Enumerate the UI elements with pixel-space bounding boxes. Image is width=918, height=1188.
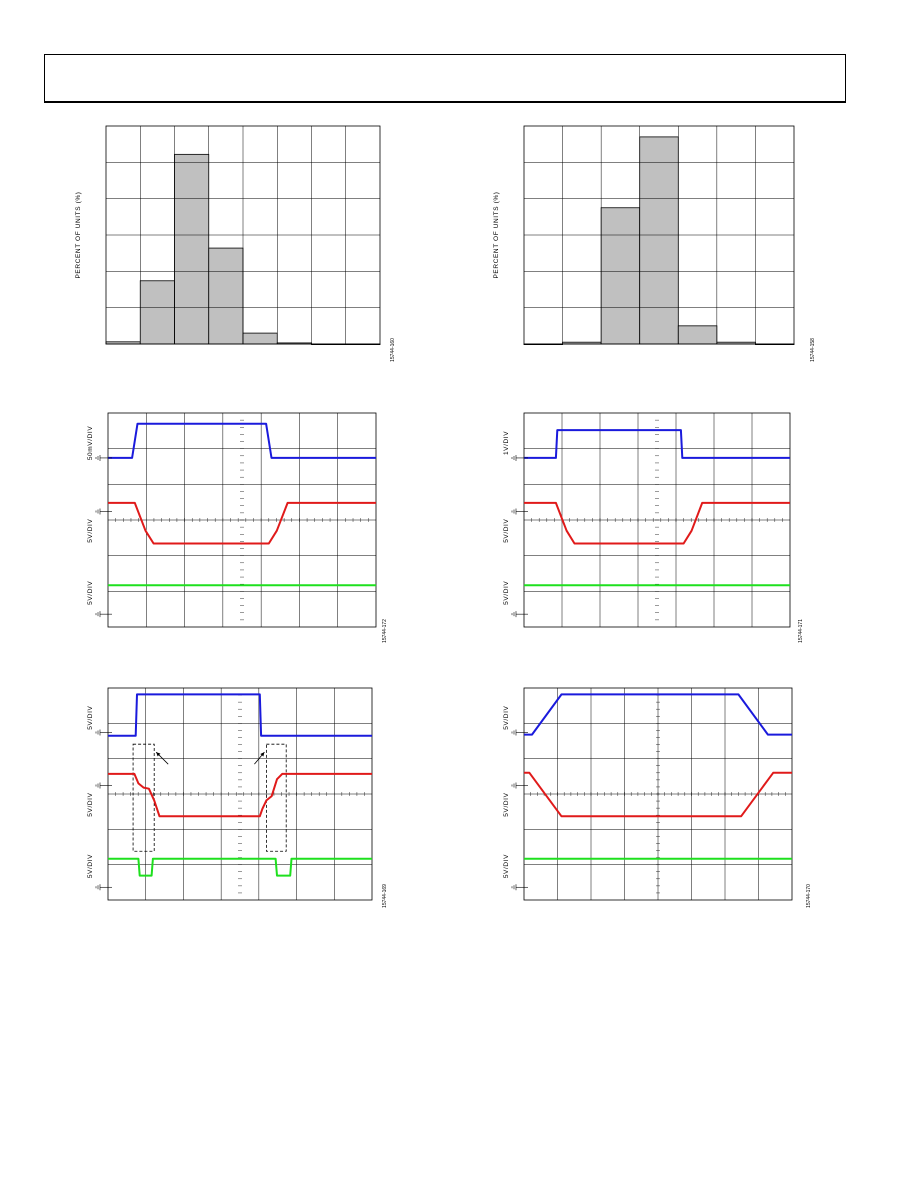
scope-capture-2: 1V/DIV 5V/DIV 5V/DIV 15744-171 — [498, 405, 808, 655]
figure-id: 15744-169 — [382, 884, 388, 908]
channel-trace — [108, 422, 376, 459]
channel-scale-label: 5V/DIV — [503, 854, 510, 878]
histogram-bar — [208, 247, 244, 345]
scope-capture-3: 5V/DIV 5V/DIV 5V/DIV 15744-169 — [80, 680, 390, 930]
channel-scale-label: 5V/DIV — [503, 581, 510, 605]
channel-trace — [524, 693, 792, 736]
scope-capture-1: 50mV/DIV 5V/DIV 5V/DIV 15744-172 — [80, 405, 390, 655]
ground-marker-icon — [511, 454, 528, 461]
ground-marker-icon — [95, 729, 112, 736]
channel-scale-label: 5V/DIV — [87, 792, 94, 816]
channel-trace — [524, 501, 790, 545]
plot-frame — [107, 687, 373, 901]
scope-capture-2-svg: 1V/DIV 5V/DIV 5V/DIV 15744-171 — [503, 412, 804, 643]
figure-id: 15744-170 — [806, 884, 812, 908]
channel-trace — [108, 857, 372, 877]
channel-scale-label: 50mV/DIV — [87, 426, 94, 460]
ground-marker-icon — [95, 782, 112, 789]
channel-trace — [108, 693, 372, 737]
ground-marker-icon — [511, 508, 528, 515]
y-axis-label: PERCENT OF UNITS (%) — [75, 192, 82, 279]
plot-frame — [523, 125, 795, 345]
ground-marker-icon — [511, 884, 528, 891]
plot-frame — [523, 412, 791, 628]
figure-id: 15744-158 — [810, 338, 816, 362]
scope-capture-4-svg: 5V/DIV 5V/DIV 5V/DIV 15744-170 — [503, 687, 812, 908]
histogram-bar — [639, 136, 679, 345]
ground-marker-icon — [95, 508, 112, 515]
scope-capture-1-svg: 50mV/DIV 5V/DIV 5V/DIV 15744-172 — [87, 412, 388, 643]
ground-marker-icon — [95, 611, 112, 618]
histogram-right-svg: PERCENT OF UNITS (%) 15744-158 — [493, 125, 816, 362]
scope-capture-4: 5V/DIV 5V/DIV 5V/DIV 15744-170 — [494, 680, 824, 930]
plot-frame — [105, 125, 381, 345]
annotation-arrowhead — [156, 752, 161, 757]
histogram-bar — [600, 207, 641, 345]
scope-capture-3-svg: 5V/DIV 5V/DIV 5V/DIV 15744-169 — [87, 687, 388, 908]
y-axis-label: PERCENT OF UNITS (%) — [493, 192, 500, 279]
plot-frame — [107, 412, 377, 628]
figure-id: 15744-171 — [798, 619, 804, 643]
channel-trace — [108, 772, 372, 818]
ground-marker-icon — [95, 884, 112, 891]
figure-id: 15744-160 — [390, 338, 396, 362]
plot-frame — [523, 687, 793, 901]
channel-trace — [524, 771, 792, 818]
histogram-bar — [677, 325, 718, 345]
ground-marker-icon — [511, 782, 528, 789]
page-header-box — [44, 54, 846, 103]
ground-marker-icon — [95, 454, 112, 461]
histogram-bar — [242, 332, 278, 345]
channel-trace — [108, 501, 376, 545]
ground-marker-icon — [511, 729, 528, 736]
channel-scale-label: 5V/DIV — [503, 519, 510, 543]
histogram-bar — [139, 280, 175, 345]
annotation-dashed-box — [132, 743, 155, 852]
annotation-arrowhead — [260, 752, 265, 757]
histogram-left-svg: PERCENT OF UNITS (%) 15744-160 — [75, 125, 396, 362]
histogram-left: PERCENT OF UNITS (%) 15744-160 — [70, 120, 396, 380]
channel-scale-label: 5V/DIV — [87, 581, 94, 605]
histogram-right: PERCENT OF UNITS (%) 15744-158 — [488, 120, 828, 380]
figure-id: 15744-172 — [382, 619, 388, 643]
channel-scale-label: 5V/DIV — [87, 706, 94, 730]
channel-trace — [524, 429, 790, 459]
channel-scale-label: 5V/DIV — [503, 792, 510, 816]
channel-scale-label: 5V/DIV — [87, 854, 94, 878]
ground-marker-icon — [511, 611, 528, 618]
channel-scale-label: 5V/DIV — [87, 519, 94, 543]
channel-scale-label: 5V/DIV — [503, 706, 510, 730]
annotation-dashed-box — [265, 743, 287, 852]
histogram-bar — [174, 153, 210, 345]
channel-scale-label: 1V/DIV — [503, 431, 510, 455]
